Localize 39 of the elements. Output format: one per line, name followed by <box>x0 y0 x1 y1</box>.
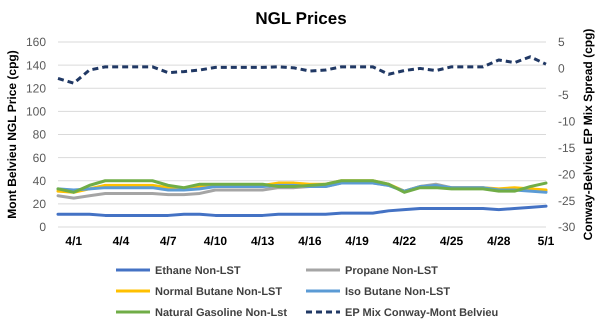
x-tick-label: 4/7 <box>160 234 177 248</box>
y2-tick-label: 5 <box>558 35 565 50</box>
y-axis-title: Mont Belvieu NGL Price (cpg) <box>5 50 19 219</box>
y-tick-label: 120 <box>26 81 46 96</box>
legend-label: EP Mix Conway-Mont Belvieu <box>345 306 498 319</box>
y-tick-label: 40 <box>32 174 46 188</box>
line-series <box>56 55 548 85</box>
x-tick-label: 4/28 <box>487 234 511 248</box>
y-tick-label: 0 <box>39 220 46 234</box>
legend-label: Ethane Non-LST <box>155 264 241 277</box>
y2-tick-label: -30 <box>558 220 576 234</box>
x-tick-label: 4/16 <box>298 234 322 248</box>
x-tick-label: 4/4 <box>112 234 130 248</box>
y2-tick-label: -20 <box>558 167 576 182</box>
legend-label: Propane Non-LST <box>345 264 438 277</box>
y2-tick-label: -10 <box>558 114 576 128</box>
legend-label: Normal Butane Non-LST <box>155 286 282 298</box>
x-tick-label: 4/25 <box>440 234 464 248</box>
y2-axis-title: Conway-Belvieu EP Mix Spread (cpg) <box>581 28 595 240</box>
x-tick-label: 4/19 <box>345 234 370 248</box>
legend-label: Iso Butane Non-LST <box>345 286 450 298</box>
y-tick-label: 60 <box>32 150 46 165</box>
x-tick-label: 4/22 <box>392 234 416 248</box>
y-tick-label: 140 <box>26 58 46 72</box>
y2-tick-label: -5 <box>558 88 569 102</box>
y-tick-label: 80 <box>32 128 46 142</box>
x-tick-label: 4/10 <box>204 234 228 248</box>
y-tick-label: 20 <box>32 197 46 212</box>
x-tick-label: 5/1 <box>538 234 555 248</box>
legend-label: Natural Gasoline Non-Lst <box>155 306 288 319</box>
y2-tick-label: 0 <box>558 62 565 76</box>
y2-tick-label: -15 <box>558 140 576 155</box>
y2-tick-label: -25 <box>558 194 576 208</box>
chart-title: NGL Prices <box>255 9 347 28</box>
x-tick-label: 4/13 <box>250 234 275 248</box>
y-tick-label: 160 <box>26 35 46 50</box>
x-tick-label: 4/1 <box>65 234 82 248</box>
line-series <box>56 204 548 217</box>
y-tick-label: 100 <box>26 104 46 119</box>
